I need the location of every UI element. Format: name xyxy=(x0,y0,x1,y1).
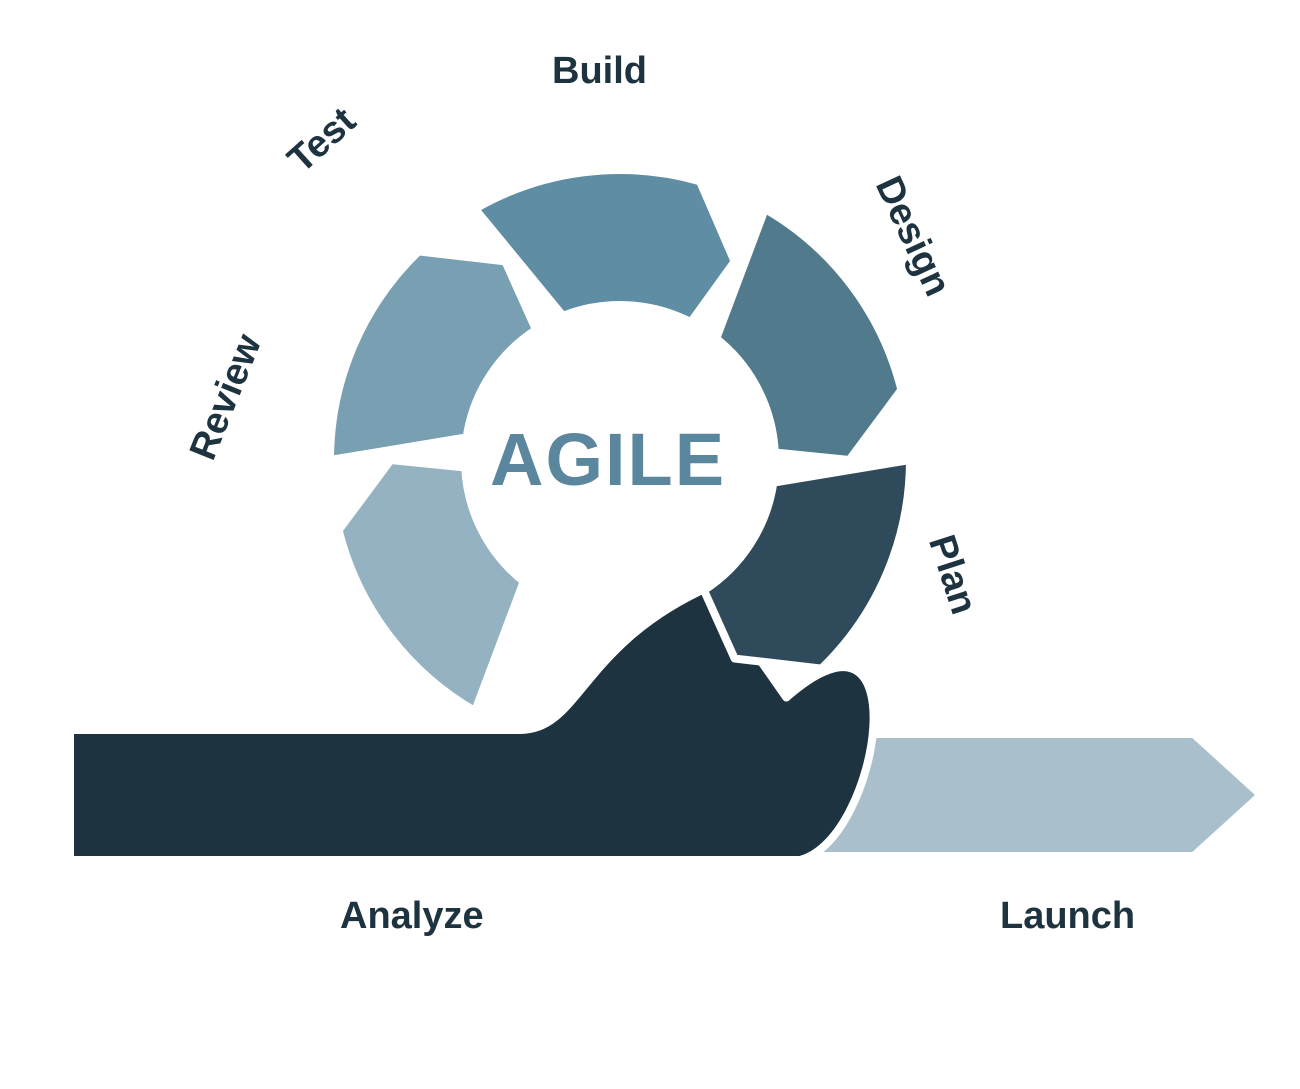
label-analyze: Analyze xyxy=(340,895,484,938)
label-build: Build xyxy=(552,50,647,93)
agile-diagram: AGILE BuildDesignPlanTestReviewAnalyzeLa… xyxy=(0,0,1300,1089)
label-launch: Launch xyxy=(1000,895,1135,938)
center-title: AGILE xyxy=(490,417,726,502)
